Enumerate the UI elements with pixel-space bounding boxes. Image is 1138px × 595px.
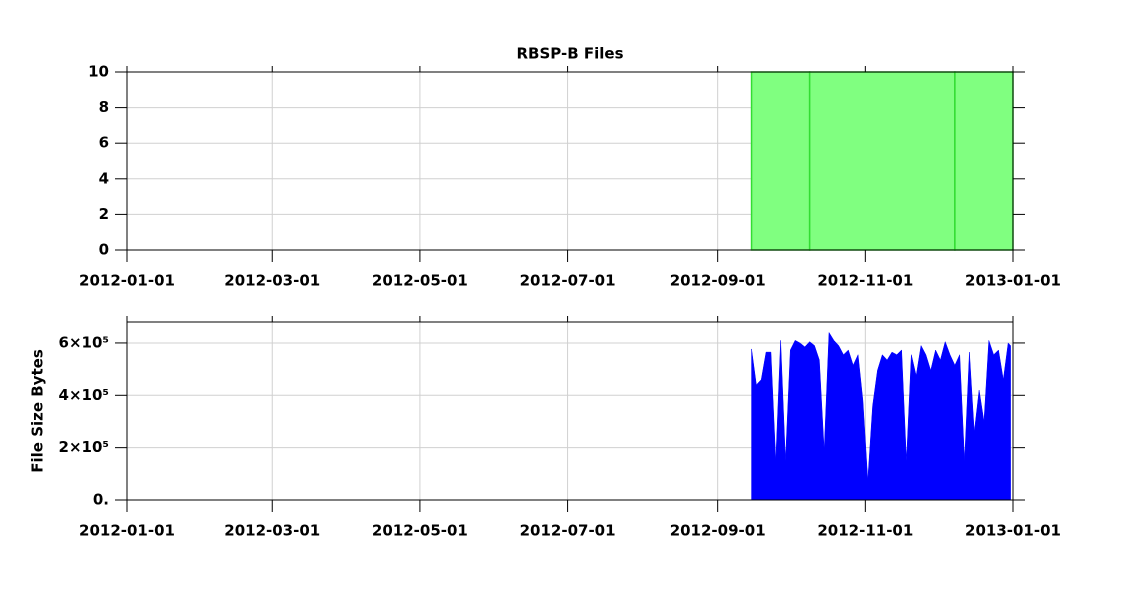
bar — [750, 71, 811, 251]
plot-frame — [126, 321, 1014, 501]
y-tick-label: 0 — [99, 241, 109, 259]
y-tick-label: 2 — [99, 205, 109, 223]
x-tick-label: 2012-11-01 — [817, 522, 913, 540]
x-tick-label: 2012-01-01 — [79, 522, 175, 540]
x-tick-label: 2012-07-01 — [520, 272, 616, 290]
y-tick-label: 0. — [93, 491, 109, 509]
y-axis-label: File Size Bytes — [29, 349, 47, 473]
x-tick-label: 2012-03-01 — [224, 272, 320, 290]
bar — [954, 71, 1014, 251]
y-tick-label: 4 — [99, 169, 109, 187]
chart-title: RBSP-B Files — [516, 45, 623, 63]
y-tick-label: 2×10⁵ — [59, 438, 109, 456]
x-tick-label: 2012-05-01 — [372, 272, 468, 290]
x-tick-label: 2012-05-01 — [372, 522, 468, 540]
x-tick-label: 2012-01-01 — [79, 272, 175, 290]
x-tick-label: 2012-11-01 — [817, 272, 913, 290]
x-tick-label: 2012-09-01 — [670, 522, 766, 540]
area — [751, 331, 1011, 501]
y-tick-label: 6×10⁵ — [59, 333, 109, 351]
y-tick-label: 4×10⁵ — [59, 386, 109, 404]
x-tick-label: 2013-01-01 — [965, 522, 1061, 540]
x-tick-label: 2012-03-01 — [224, 522, 320, 540]
y-tick-label: 8 — [99, 98, 109, 116]
x-tick-label: 2012-07-01 — [520, 522, 616, 540]
y-tick-label: 10 — [88, 63, 109, 81]
x-tick-label: 2012-09-01 — [670, 272, 766, 290]
x-tick-label: 2013-01-01 — [965, 272, 1061, 290]
bar — [808, 71, 956, 251]
y-tick-label: 6 — [99, 134, 109, 152]
plot-frame — [126, 71, 1014, 251]
